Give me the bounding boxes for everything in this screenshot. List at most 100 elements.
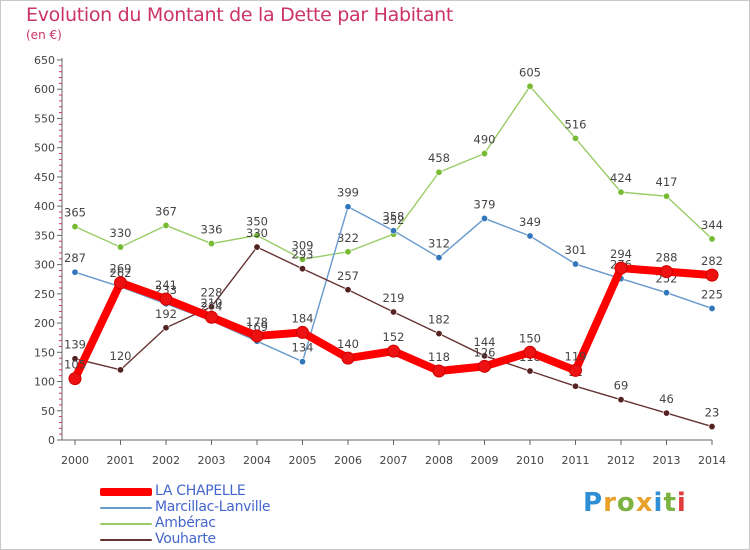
data-label-vouharte: 228 bbox=[201, 286, 223, 300]
chart-title: Evolution du Montant de la Dette par Hab… bbox=[26, 4, 454, 26]
data-point-vouharte bbox=[662, 409, 670, 417]
data-label-la-chapelle: 140 bbox=[337, 337, 359, 351]
data-point-la-chapelle bbox=[68, 372, 82, 386]
data-point-la-chapelle bbox=[205, 310, 218, 324]
data-point-vouharte bbox=[253, 243, 261, 251]
data-label-vouharte: 139 bbox=[64, 338, 86, 352]
y-tick-label: 50 bbox=[41, 405, 55, 418]
data-point-marcillac-lanville bbox=[571, 260, 579, 268]
data-point-vouharte bbox=[117, 366, 125, 374]
data-label-amb-rac: 336 bbox=[201, 223, 223, 237]
data-point-vouharte bbox=[344, 286, 352, 294]
data-label-la-chapelle: 282 bbox=[701, 254, 723, 268]
data-label-marcillac-lanville: 301 bbox=[565, 243, 587, 257]
y-tick-label: 100 bbox=[34, 376, 55, 389]
data-label-vouharte: 23 bbox=[705, 406, 720, 420]
legend-label-marcillac-lanville: Marcillac-Lanville bbox=[155, 499, 271, 515]
data-point-la-chapelle bbox=[523, 345, 537, 359]
data-point-amb-rac bbox=[526, 82, 534, 90]
x-tick-label: 2000 bbox=[61, 454, 89, 467]
data-point-marcillac-lanville bbox=[344, 203, 352, 211]
data-label-marcillac-lanville: 312 bbox=[428, 237, 450, 251]
data-label-la-chapelle: 288 bbox=[656, 251, 678, 265]
data-point-vouharte bbox=[480, 352, 488, 360]
data-label-amb-rac: 367 bbox=[155, 204, 177, 218]
data-label-la-chapelle: 241 bbox=[155, 278, 177, 292]
data-label-amb-rac: 458 bbox=[428, 151, 450, 165]
data-label-vouharte: 182 bbox=[428, 313, 450, 327]
legend-label-vouharte: Vouharte bbox=[155, 531, 216, 547]
data-point-amb-rac bbox=[298, 255, 306, 263]
data-label-amb-rac: 490 bbox=[474, 133, 496, 147]
data-point-la-chapelle bbox=[478, 359, 491, 373]
data-point-amb-rac bbox=[344, 248, 352, 256]
x-tick-label: 2010 bbox=[516, 454, 544, 467]
data-label-vouharte: 120 bbox=[110, 349, 132, 363]
x-tick-label: 2004 bbox=[243, 454, 271, 467]
data-point-vouharte bbox=[208, 303, 216, 311]
data-point-vouharte bbox=[617, 396, 625, 404]
data-point-amb-rac bbox=[71, 223, 79, 231]
data-label-la-chapelle: 210 bbox=[201, 296, 223, 310]
legend-label-amberac: Ambérac bbox=[155, 515, 216, 531]
data-point-marcillac-lanville bbox=[708, 304, 716, 312]
x-tick-label: 2007 bbox=[380, 454, 408, 467]
x-tick-label: 2008 bbox=[425, 454, 453, 467]
x-tick-label: 2006 bbox=[334, 454, 362, 467]
data-label-vouharte: 192 bbox=[155, 307, 177, 321]
data-point-amb-rac bbox=[617, 188, 625, 196]
data-point-amb-rac bbox=[435, 168, 443, 176]
data-label-marcillac-lanville: 225 bbox=[701, 287, 723, 301]
data-point-la-chapelle bbox=[705, 268, 719, 282]
data-point-la-chapelle bbox=[341, 351, 355, 365]
data-point-vouharte bbox=[571, 382, 579, 390]
y-tick-label: 400 bbox=[34, 200, 55, 213]
data-label-amb-rac: 309 bbox=[292, 238, 314, 252]
data-label-amb-rac: 424 bbox=[610, 171, 632, 185]
data-point-la-chapelle bbox=[114, 276, 127, 290]
data-label-marcillac-lanville: 379 bbox=[474, 197, 496, 211]
x-tick-label: 2011 bbox=[562, 454, 590, 467]
data-label-vouharte: 257 bbox=[337, 269, 359, 283]
y-tick-label: 200 bbox=[34, 317, 55, 330]
data-point-amb-rac bbox=[253, 231, 261, 239]
data-label-la-chapelle: 105 bbox=[64, 358, 86, 372]
data-label-vouharte: 144 bbox=[474, 335, 496, 349]
data-point-amb-rac bbox=[117, 243, 125, 251]
data-label-marcillac-lanville: 134 bbox=[292, 341, 314, 355]
data-point-amb-rac bbox=[571, 134, 579, 142]
data-point-amb-rac bbox=[480, 150, 488, 158]
x-tick-label: 2012 bbox=[607, 454, 635, 467]
data-point-marcillac-lanville bbox=[662, 289, 670, 297]
data-point-amb-rac bbox=[208, 240, 216, 248]
data-label-marcillac-lanville: 349 bbox=[519, 215, 541, 229]
data-label-vouharte: 46 bbox=[659, 392, 674, 406]
x-tick-label: 2009 bbox=[471, 454, 499, 467]
y-tick-label: 250 bbox=[34, 288, 55, 301]
chart-unit-label: (en €) bbox=[26, 28, 62, 42]
line-chart: 0 50 100 150 200 250 300 350 400 450 500 550 600 650 2… bbox=[34, 54, 726, 467]
y-tick-label: 300 bbox=[34, 259, 55, 272]
legend-label-la-chapelle: LA CHAPELLE bbox=[155, 483, 246, 499]
data-point-vouharte bbox=[162, 324, 170, 332]
data-point-la-chapelle bbox=[614, 261, 628, 275]
data-point-marcillac-lanville bbox=[435, 254, 443, 262]
data-label-amb-rac: 322 bbox=[337, 231, 359, 245]
data-label-vouharte: 293 bbox=[292, 248, 314, 262]
data-point-la-chapelle bbox=[387, 344, 400, 358]
data-label-la-chapelle: 118 bbox=[428, 350, 450, 364]
data-point-la-chapelle bbox=[660, 265, 673, 279]
legend-swatch-la-chapelle bbox=[100, 488, 152, 496]
data-point-vouharte bbox=[389, 308, 397, 316]
data-point-la-chapelle bbox=[159, 292, 173, 306]
data-point-vouharte bbox=[708, 423, 716, 431]
proxiti-logo: Proxiti bbox=[583, 488, 687, 518]
x-tick-label: 2003 bbox=[198, 454, 226, 467]
data-point-vouharte bbox=[435, 330, 443, 338]
x-tick-label: 2005 bbox=[289, 454, 317, 467]
data-point-marcillac-lanville bbox=[71, 268, 79, 276]
data-label-amb-rac: 365 bbox=[64, 206, 86, 220]
data-point-marcillac-lanville bbox=[480, 214, 488, 222]
data-point-la-chapelle bbox=[432, 364, 446, 378]
